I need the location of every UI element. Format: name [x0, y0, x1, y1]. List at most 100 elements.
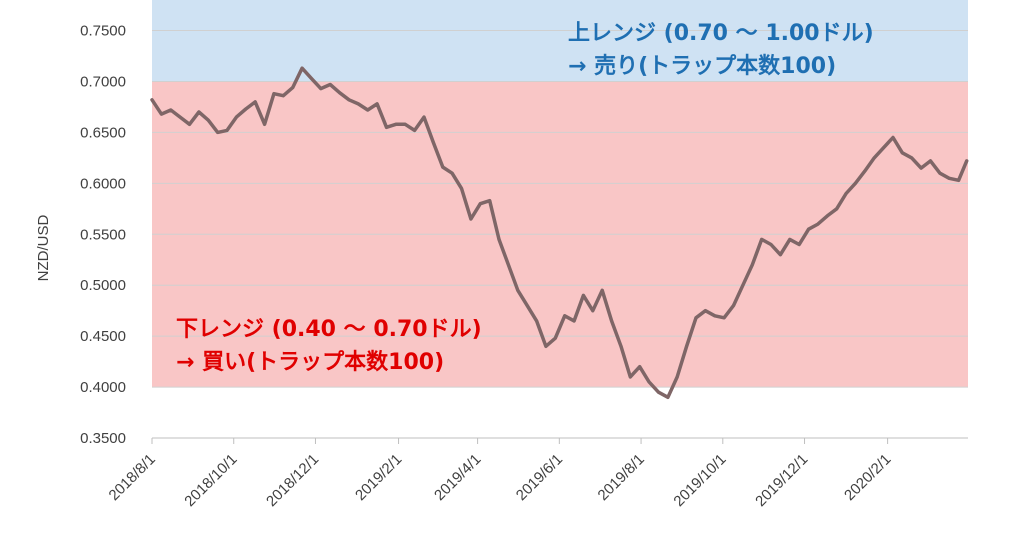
plot-area — [150, 66, 969, 400]
data-point — [253, 100, 257, 104]
zone-label-upper-line1: 上レンジ (0.70 ～ 1.00ドル) — [568, 21, 874, 46]
x-tick-label: 2018/12/1 — [263, 451, 322, 510]
data-point — [460, 187, 463, 190]
x-tick-label: 2019/4/1 — [431, 451, 484, 504]
series-line — [150, 66, 969, 400]
data-point — [553, 336, 557, 340]
data-point — [844, 192, 848, 195]
data-point — [356, 102, 360, 106]
data-point — [872, 156, 876, 160]
data-point — [732, 304, 735, 307]
data-point — [965, 159, 969, 163]
data-point — [544, 344, 548, 348]
data-point — [516, 288, 520, 292]
y-tick-label: 0.4000 — [80, 379, 126, 396]
data-point — [178, 115, 182, 119]
data-point — [694, 316, 698, 320]
x-tick-label: 2019/8/1 — [595, 451, 648, 504]
data-point — [779, 253, 782, 257]
data-point — [863, 169, 867, 173]
data-point — [685, 344, 689, 348]
data-point — [760, 237, 764, 241]
data-point — [628, 375, 632, 379]
data-point — [328, 83, 332, 86]
data-point — [431, 141, 435, 145]
data-point — [619, 344, 623, 348]
gridlines — [152, 30, 968, 439]
data-point — [900, 151, 904, 155]
data-point — [225, 128, 229, 132]
data-point — [300, 66, 304, 70]
data-point — [929, 159, 932, 163]
y-tick-label: 0.5000 — [80, 277, 126, 294]
y-axis-label: NZD/USD — [35, 215, 52, 282]
data-point — [797, 243, 801, 246]
data-point — [657, 390, 660, 394]
x-tick-label: 2020/2/1 — [841, 451, 894, 504]
data-point — [525, 304, 529, 307]
data-point — [572, 319, 576, 323]
y-axis: 0.3500 0.4000 0.4500 0.5000 0.5500 0.6000 0.65… — [80, 23, 126, 447]
data-point — [441, 165, 445, 169]
y-tick-label: 0.3500 — [80, 430, 126, 447]
x-tick-label: 2019/10/1 — [670, 451, 729, 510]
x-tick-label: 2019/6/1 — [513, 451, 566, 504]
data-point — [338, 91, 341, 95]
data-point — [703, 309, 707, 313]
data-point — [422, 115, 426, 119]
data-point — [835, 207, 839, 211]
data-point — [413, 128, 417, 132]
y-tick-label: 0.7000 — [80, 73, 126, 90]
data-point — [347, 98, 351, 102]
data-point — [600, 288, 604, 292]
data-point — [647, 380, 651, 384]
data-point — [891, 136, 895, 139]
y-tick-label: 0.6000 — [80, 175, 126, 192]
data-point — [722, 316, 726, 320]
data-point — [582, 293, 585, 297]
data-point — [910, 156, 914, 160]
data-point — [825, 214, 829, 218]
data-point — [450, 171, 454, 175]
data-point — [385, 125, 388, 129]
y-tick-label: 0.6500 — [80, 124, 126, 141]
data-point — [403, 122, 407, 126]
x-tick-label: 2019/12/1 — [752, 451, 811, 510]
y-tick-label: 0.4500 — [80, 328, 126, 345]
data-point — [563, 314, 567, 318]
data-point — [591, 309, 595, 313]
data-point — [816, 222, 820, 226]
data-point — [497, 237, 501, 241]
data-point — [272, 92, 276, 96]
data-point — [807, 227, 810, 231]
data-point — [919, 166, 923, 170]
zone-label-lower-line1: 下レンジ (0.40 ～ 0.70ドル) — [176, 317, 482, 342]
data-point — [769, 243, 773, 246]
data-point — [188, 122, 191, 126]
data-point — [507, 263, 510, 267]
data-point — [206, 118, 210, 122]
data-point — [882, 146, 885, 150]
data-point — [713, 314, 717, 318]
data-point — [366, 108, 370, 112]
data-point — [478, 202, 482, 206]
data-point — [666, 395, 670, 399]
x-tick-label: 2019/2/1 — [352, 451, 405, 504]
data-point — [169, 108, 173, 112]
data-point — [750, 263, 754, 267]
data-point — [244, 107, 248, 111]
data-point — [947, 176, 951, 180]
zone-label-lower-line2: → 買い(トラップ本数100) — [176, 349, 444, 375]
data-point — [788, 237, 792, 241]
data-point — [957, 178, 961, 182]
x-tick-label: 2018/8/1 — [106, 451, 159, 504]
data-point — [535, 319, 538, 323]
data-point — [319, 87, 323, 91]
data-point — [469, 217, 473, 221]
data-point — [159, 112, 163, 116]
data-point — [638, 365, 642, 369]
data-point — [375, 102, 379, 106]
zone-labels: 上レンジ (0.70 ～ 1.00ドル) → 売り(トラップ本数100) 下レンジ … — [176, 21, 874, 375]
y-tick-label: 0.5500 — [80, 226, 126, 243]
